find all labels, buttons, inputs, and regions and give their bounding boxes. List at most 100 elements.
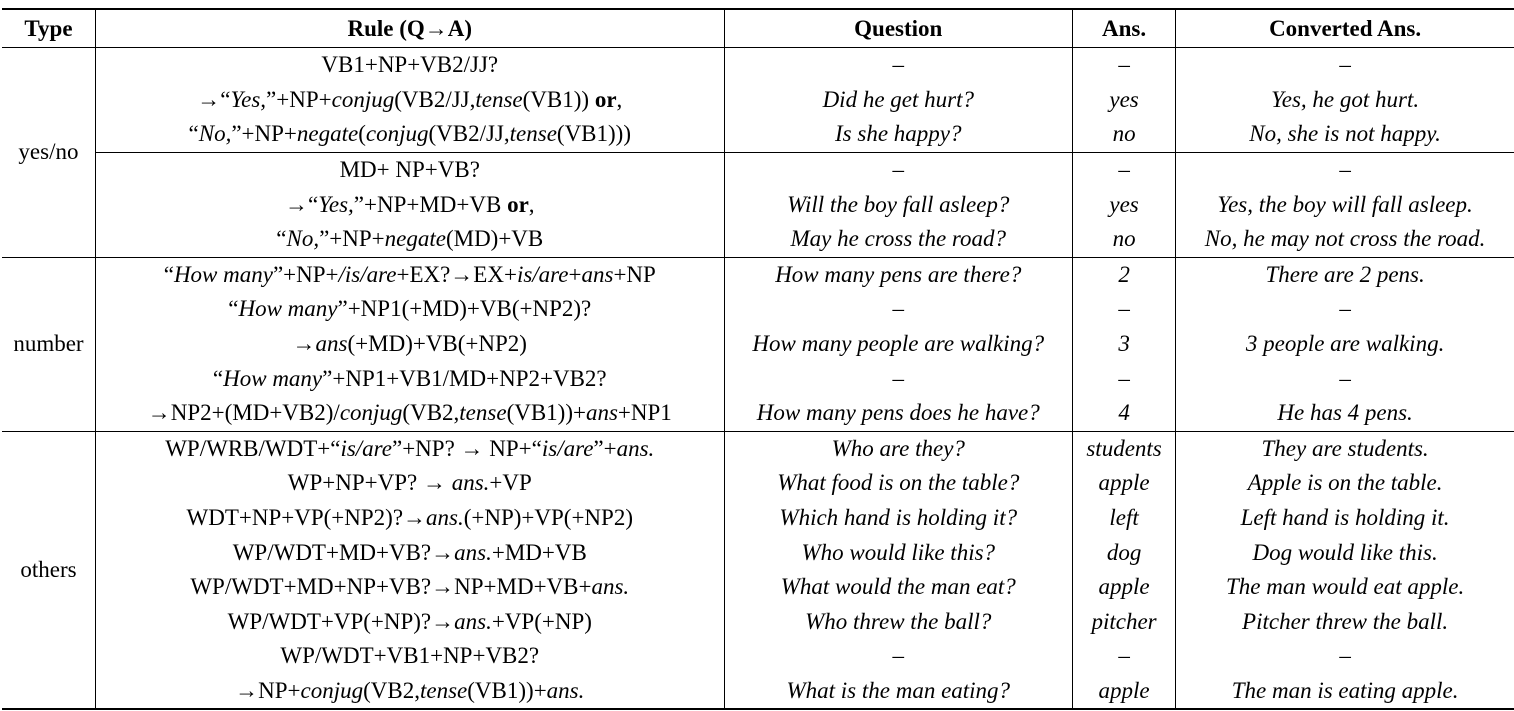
- rule-cell: →“Yes,”+NP+MD+VB or,: [94, 187, 725, 222]
- question-cell: What food is on the table?: [723, 466, 1073, 501]
- rule-segment: WP/WDT+MD+VB?→: [232, 539, 455, 565]
- rule-segment: ans.: [454, 608, 492, 634]
- question-cell: –: [723, 47, 1073, 83]
- rule-segment: ”+NP? → NP+“: [391, 435, 542, 461]
- rule-segment: ”+NP+: [319, 226, 385, 252]
- rule-segment: (+MD)+VB(+NP2): [347, 331, 527, 357]
- rule-segment: No,: [198, 121, 232, 147]
- question-cell: What would the man eat?: [723, 569, 1073, 605]
- rule-segment: →: [292, 331, 316, 357]
- rule-cell: WP/WDT+VP(+NP)?→ans.+VP(+NP): [94, 604, 725, 640]
- answer-cell: yes: [1071, 187, 1176, 222]
- rule-segment: WP+NP+VP? →: [287, 470, 452, 496]
- question-cell: –: [723, 361, 1073, 396]
- type-cell: yes/no: [18, 139, 79, 165]
- rule-cell: WP/WDT+MD+NP+VB?→NP+MD+VB+ans.: [94, 569, 725, 605]
- header-question: Question: [723, 9, 1073, 48]
- question-cell: –: [723, 151, 1073, 188]
- table-header: Type Rule (Q→A) Question Ans. Converted …: [2, 9, 1514, 48]
- rule-segment: →NP2+(MD+VB2)/: [147, 400, 340, 426]
- rule-cell: “No,”+NP+negate(MD)+VB: [94, 221, 725, 258]
- question-cell: How many people are walking?: [723, 326, 1073, 362]
- answer-cell: yes: [1071, 82, 1176, 118]
- rule-segment: How many: [223, 365, 323, 391]
- rule-cell: WDT+NP+VP(+NP2)?→ans.(+NP)+VP(+NP2): [94, 500, 725, 536]
- rule-segment: negate: [296, 121, 359, 147]
- type-cell: others: [20, 556, 77, 582]
- question-cell: Who would like this?: [723, 535, 1073, 570]
- header-converted: Converted Ans.: [1175, 9, 1514, 48]
- rule-segment: or: [594, 86, 617, 112]
- rule-segment: conjug: [365, 121, 429, 147]
- rule-cell: →NP+conjug(VB2,tense(VB1))+ans.: [94, 673, 725, 710]
- rule-cell: WP/WDT+MD+VB?→ans.+MD+VB: [94, 535, 725, 570]
- rule-segment: ans: [585, 400, 618, 426]
- table-row: “No,”+NP+negate(MD)+VB May he cross the r…: [2, 221, 1514, 258]
- converted-answer-cell: Yes, he got hurt.: [1175, 82, 1514, 118]
- question-cell: How many pens are there?: [723, 257, 1073, 293]
- converted-answer-cell: –: [1175, 47, 1514, 83]
- converted-answer-cell: The man is eating apple.: [1175, 673, 1514, 710]
- rule-segment: →NP+: [235, 677, 301, 703]
- question-cell: Did he get hurt?: [723, 82, 1073, 118]
- table-row: →NP2+(MD+VB2)/conjug(VB2,tense(VB1))+ans…: [2, 395, 1514, 432]
- group-number: number “How many”+NP+/is/are+EX?→EX+is/ar…: [2, 257, 1514, 432]
- converted-answer-cell: No, she is not happy.: [1175, 117, 1514, 153]
- group-yes-no: yes/no VB1+NP+VB2/JJ? – – – →“Yes,”+NP+conjug…: [2, 47, 1514, 258]
- converted-answer-cell: Yes, the boy will fall asleep.: [1175, 187, 1514, 222]
- rule-cell: “How many”+NP+/is/are+EX?→EX+is/are+ans+…: [94, 257, 725, 293]
- answer-cell: apple: [1071, 466, 1176, 501]
- rule-segment: “: [212, 365, 224, 391]
- rule-segment: WP/WRB/WDT+“: [165, 435, 341, 461]
- rule-cell: MD+ NP+VB?: [94, 151, 725, 188]
- rule-segment: VB1+NP+VB2/JJ?: [321, 52, 499, 78]
- rule-segment: conjug: [331, 86, 395, 112]
- table-row: WP+NP+VP? → ans.+VP What food is on the t…: [2, 466, 1514, 501]
- rule-segment: ans.: [454, 539, 492, 565]
- rule-segment: ”+NP1+VB1/MD+NP2+VB2?: [322, 365, 607, 391]
- table-row: “How many”+NP1(+MD)+VB(+NP2)? – – –: [2, 292, 1514, 327]
- rule-segment: tense: [475, 86, 523, 112]
- rule-segment: or: [507, 191, 529, 217]
- converted-answer-cell: The man would eat apple.: [1175, 569, 1514, 605]
- rule-segment: ,: [528, 191, 535, 217]
- rule-segment: How many: [173, 261, 273, 287]
- rule-segment: ans: [581, 261, 614, 287]
- rule-segment: ”+NP+: [272, 261, 339, 287]
- rule-segment: (VB1))+: [506, 400, 586, 426]
- converted-answer-cell: There are 2 pens.: [1175, 257, 1514, 293]
- rule-segment: is/are: [340, 435, 392, 461]
- answer-cell: 4: [1071, 395, 1176, 432]
- converted-answer-cell: Dog would like this.: [1175, 535, 1514, 570]
- rule-segment: ”+NP+MD+VB: [353, 191, 508, 217]
- question-cell: How many pens does he have?: [723, 395, 1073, 432]
- answer-cell: –: [1071, 151, 1176, 188]
- converted-answer-cell: Pitcher threw the ball.: [1175, 604, 1514, 640]
- rule-segment: +VP(+NP): [491, 608, 592, 634]
- rule-segment: (+NP)+VP(+NP2): [463, 505, 633, 531]
- rule-cell: →ans(+MD)+VB(+NP2): [94, 326, 725, 362]
- rule-segment: is/are: [516, 261, 569, 287]
- answer-cell: –: [1071, 361, 1176, 396]
- rule-segment: (VB2/JJ,: [428, 121, 510, 147]
- rule-cell: “How many”+NP1+VB1/MD+NP2+VB2?: [94, 361, 725, 396]
- rule-segment: WP/WDT+VB1+NP+VB2?: [280, 643, 540, 669]
- rule-cell: VB1+NP+VB2/JJ?: [94, 47, 725, 83]
- header-ans: Ans.: [1071, 9, 1176, 48]
- rule-segment: +NP: [613, 261, 656, 287]
- rule-segment: ”+: [593, 435, 617, 461]
- converted-answer-cell: –: [1175, 361, 1514, 396]
- rule-cell: →“Yes,”+NP+conjug(VB2/JJ,tense(VB1)) or,: [94, 82, 725, 118]
- rule-segment: (MD)+VB: [445, 226, 544, 252]
- question-cell: May he cross the road?: [723, 221, 1073, 258]
- rule-segment: +: [568, 261, 582, 287]
- question-cell: Who are they?: [723, 431, 1073, 467]
- question-cell: –: [723, 639, 1073, 674]
- table-row: WP/WDT+MD+NP+VB?→NP+MD+VB+ans. What would…: [2, 569, 1514, 605]
- rule-segment: ”+NP+: [266, 86, 332, 112]
- table-row: “How many”+NP1+VB1/MD+NP2+VB2? – – –: [2, 361, 1514, 396]
- question-cell: Which hand is holding it?: [723, 500, 1073, 536]
- rule-segment: (VB2/JJ,: [394, 86, 476, 112]
- table-row: WDT+NP+VP(+NP2)?→ans.(+NP)+VP(+NP2) Which…: [2, 500, 1514, 536]
- table-row: others WP/WRB/WDT+“is/are”+NP? → NP+“is/a…: [2, 431, 1514, 582]
